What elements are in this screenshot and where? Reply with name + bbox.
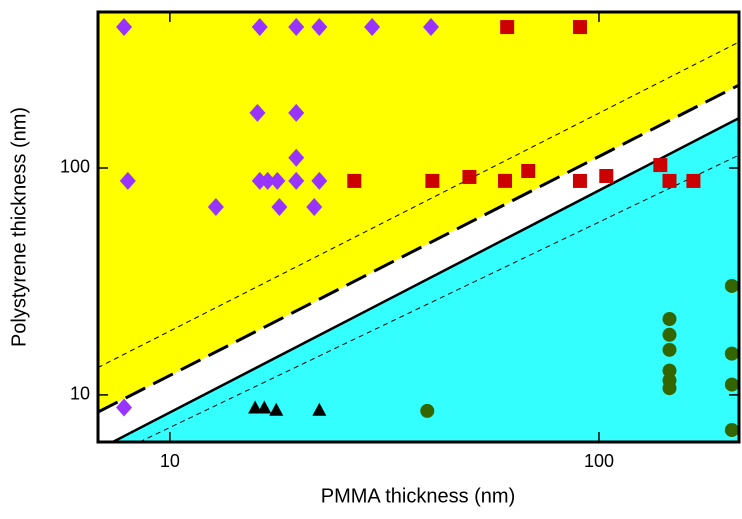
point <box>662 327 677 342</box>
point <box>422 18 439 37</box>
plot-area <box>98 12 739 442</box>
point <box>288 171 305 190</box>
point <box>653 158 668 173</box>
point <box>521 163 536 178</box>
x-tick-label: 100 <box>584 451 614 471</box>
point <box>724 278 739 293</box>
point <box>116 18 133 37</box>
point <box>662 173 677 188</box>
point <box>724 346 739 361</box>
point <box>662 342 677 357</box>
boundary-line <box>139 154 739 442</box>
point <box>288 148 305 167</box>
point <box>288 18 305 37</box>
point <box>269 171 286 190</box>
point <box>311 18 328 37</box>
point <box>500 20 515 35</box>
point <box>249 103 266 122</box>
boundary-line <box>98 41 739 368</box>
point <box>686 173 701 188</box>
point <box>116 398 133 417</box>
point <box>572 20 587 35</box>
point <box>347 173 362 188</box>
point <box>288 103 305 122</box>
plot-frame <box>96 10 741 444</box>
boundary-line <box>112 116 739 442</box>
point <box>498 173 513 188</box>
point <box>306 198 323 217</box>
point <box>312 402 327 416</box>
point <box>119 171 136 190</box>
point <box>724 423 739 438</box>
point <box>251 18 268 37</box>
x-tick-label: 10 <box>160 451 180 471</box>
point <box>248 400 263 414</box>
point <box>257 400 272 414</box>
point <box>271 198 288 217</box>
point <box>724 377 739 392</box>
point <box>364 18 381 37</box>
y-axis-title: Polystyrene thickness (nm) <box>8 107 30 347</box>
point <box>311 171 328 190</box>
point <box>420 403 435 418</box>
boundary-line <box>98 83 739 414</box>
point <box>207 198 224 217</box>
point <box>425 173 440 188</box>
point <box>599 169 614 184</box>
y-tick-label: 100 <box>60 157 90 177</box>
point <box>259 171 276 190</box>
point <box>662 363 677 378</box>
x-axis-title: PMMA thickness (nm) <box>321 485 515 507</box>
point <box>662 312 677 327</box>
point <box>662 381 677 396</box>
y-tick-label: 10 <box>70 384 90 404</box>
point <box>462 169 477 184</box>
point <box>572 173 587 188</box>
point <box>269 402 284 416</box>
